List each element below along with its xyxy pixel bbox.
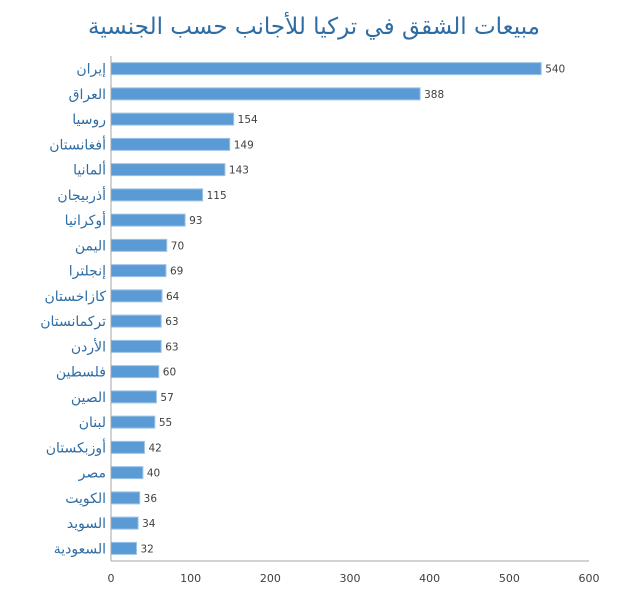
category-label: الصين xyxy=(71,390,106,406)
data-label: 93 xyxy=(189,215,202,227)
bar xyxy=(110,87,421,101)
category-label: الكويت xyxy=(65,491,106,507)
data-label: 149 xyxy=(234,139,254,151)
chart-title: مبيعات الشقق في تركيا للأجانب حسب الجنسي… xyxy=(88,14,540,40)
x-tick-label: 500 xyxy=(499,572,520,585)
category-label: اليمن xyxy=(75,238,106,254)
data-label: 63 xyxy=(165,341,178,353)
bar xyxy=(110,213,186,227)
x-tick-label: 300 xyxy=(340,572,361,585)
data-label: 57 xyxy=(160,392,173,404)
data-label: 540 xyxy=(545,64,565,76)
x-tick-label: 600 xyxy=(579,572,600,585)
data-label: 63 xyxy=(165,316,178,328)
data-label: 34 xyxy=(142,518,156,530)
bar xyxy=(110,516,139,530)
data-label: 143 xyxy=(229,165,249,177)
data-label: 70 xyxy=(171,240,184,252)
bar xyxy=(110,440,145,454)
category-label: السويد xyxy=(67,516,106,532)
x-tick-label: 100 xyxy=(180,572,201,585)
bar xyxy=(110,264,167,278)
data-label: 64 xyxy=(166,291,180,303)
bar xyxy=(110,365,160,379)
category-label: العراق xyxy=(69,87,106,103)
bar xyxy=(110,466,144,480)
bar xyxy=(110,415,156,429)
category-label: فلسطين xyxy=(56,365,106,381)
data-label: 55 xyxy=(159,417,172,429)
bar xyxy=(110,541,137,555)
bar xyxy=(110,314,162,328)
category-label: روسيا xyxy=(72,112,106,128)
data-label: 388 xyxy=(424,89,444,101)
data-label: 32 xyxy=(140,543,153,555)
category-label: ألمانيا xyxy=(73,161,106,179)
data-label: 154 xyxy=(238,114,258,126)
bar xyxy=(110,62,542,76)
category-label: تركمانستان xyxy=(40,314,106,330)
category-label: الأردن xyxy=(71,337,106,355)
x-tick-label: 200 xyxy=(260,572,281,585)
bar xyxy=(110,163,226,177)
data-label: 36 xyxy=(144,493,158,505)
data-label: 69 xyxy=(170,266,183,278)
data-label: 60 xyxy=(163,367,176,379)
category-label: أذربيجان xyxy=(57,186,106,204)
data-label: 40 xyxy=(147,468,160,480)
x-tick-label: 0 xyxy=(108,572,115,585)
data-label: 42 xyxy=(148,442,161,454)
bar xyxy=(110,339,162,353)
bar xyxy=(110,491,141,505)
data-label: 115 xyxy=(207,190,227,202)
bar xyxy=(110,289,163,303)
category-label: لبنان xyxy=(79,415,106,431)
bar xyxy=(110,188,204,202)
category-label: أفغانستان xyxy=(49,135,106,153)
x-tick-label: 400 xyxy=(419,572,440,585)
category-label: إنجلترا xyxy=(69,264,106,280)
category-label: كازاخستان xyxy=(45,289,107,305)
bar xyxy=(110,137,231,151)
category-label: مصر xyxy=(78,466,106,482)
bar xyxy=(110,390,157,404)
category-label: أوزبكستان xyxy=(46,438,106,456)
bar xyxy=(110,112,235,126)
category-label: السعودية xyxy=(54,541,106,557)
bar xyxy=(110,238,168,252)
category-label: إيران xyxy=(76,62,106,78)
category-label: أوكرانيا xyxy=(65,211,106,229)
